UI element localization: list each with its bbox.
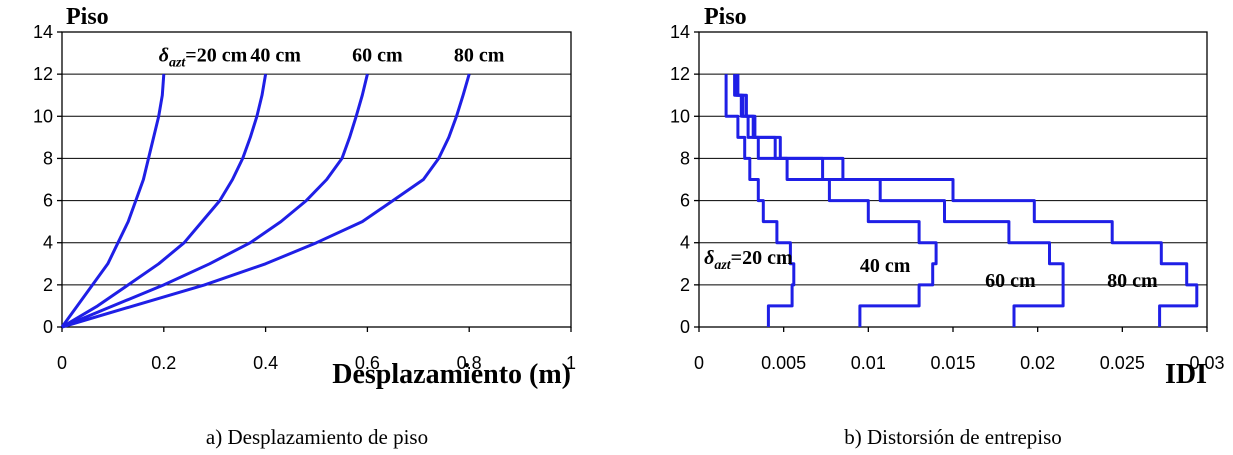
series-label-text: 40 cm [250,45,301,67]
y-tick-label: 2 [680,275,690,295]
series-label-text: 60 cm [352,45,403,67]
series-3-line [61,73,369,329]
x-tick-label: 0.6 [355,353,380,373]
series-4-line [61,73,471,329]
y-tick-label: 0 [680,317,690,337]
series-label-3: 60 cm [985,270,1036,292]
plot-area [698,31,1208,328]
series-label-text: =20 cm [185,45,247,67]
chart-caption: a) Desplazamiento de piso [206,425,428,449]
y-tick-label: 14 [33,22,53,42]
x-axis-title: Desplazamiento (m) [332,359,571,390]
x-tick-label: 0.005 [761,353,806,373]
x-axis-title: IDI [1165,359,1207,390]
y-tick-label: 0 [43,317,53,337]
series-label-subscript: azt [714,258,731,273]
x-tick-label: 1 [566,353,576,373]
chart-caption: b) Distorsión de entrepiso [844,425,1062,449]
series-label-text: 80 cm [454,45,505,67]
y-tick-label: 10 [670,106,690,126]
x-tick-label: 0.8 [457,353,482,373]
series-1-line [60,73,166,328]
y-tick-label: 2 [43,275,53,295]
x-tick-label: 0.4 [253,353,278,373]
x-tick-label: 0.01 [851,353,886,373]
y-axis-title: Piso [704,4,747,30]
series-label-text: =20 cm [731,247,793,269]
y-tick-label: 4 [43,233,53,253]
chart-2: 0 2 4 6 8 10 12 14 0 0.005 0.01 0.015 0.02 0.025 0.03 δ… [670,4,1225,449]
series-label-1: δazt=20 cm [159,45,248,71]
y-tick-label: 10 [33,106,53,126]
x-tick-label: 0.03 [1189,353,1224,373]
series-label-text: 80 cm [1107,270,1158,292]
y-tick-label: 8 [43,148,53,168]
y-tick-label: 8 [680,148,690,168]
series-label-subscript: azt [169,56,186,71]
series-2-line [61,73,268,329]
series-label-4: 80 cm [454,45,505,67]
x-tick-label: 0 [57,353,67,373]
series-label-3: 60 cm [352,45,403,67]
series-label-symbol: δ [704,247,714,269]
series-1-line [724,74,796,327]
series-label-symbol: δ [159,45,169,67]
series-label-1: δazt=20 cm [704,247,793,273]
plot-area [61,31,572,328]
y-tick-label: 14 [670,22,690,42]
series-label-4: 80 cm [1107,270,1158,292]
x-tick-label: 0.02 [1020,353,1055,373]
series-label-text: 40 cm [860,255,911,277]
x-tick-label: 0.2 [151,353,176,373]
y-axis-title: Piso [66,4,109,30]
chart-1: 0 2 4 6 8 10 12 14 0 0.2 0.4 0.6 0.8 1 δazt=20 cm 40 cm… [33,4,576,449]
y-tick-label: 6 [680,191,690,211]
x-tick-label: 0 [694,353,704,373]
series-label-2: 40 cm [250,45,301,67]
series-label-text: 60 cm [985,270,1036,292]
x-tick-label: 0.025 [1100,353,1145,373]
x-tick-label: 0.015 [930,353,975,373]
y-tick-label: 12 [670,64,690,84]
y-tick-label: 12 [33,64,53,84]
y-tick-label: 6 [43,191,53,211]
series-label-2: 40 cm [860,255,911,277]
y-tick-label: 4 [680,233,690,253]
series-4-line [734,74,1199,327]
